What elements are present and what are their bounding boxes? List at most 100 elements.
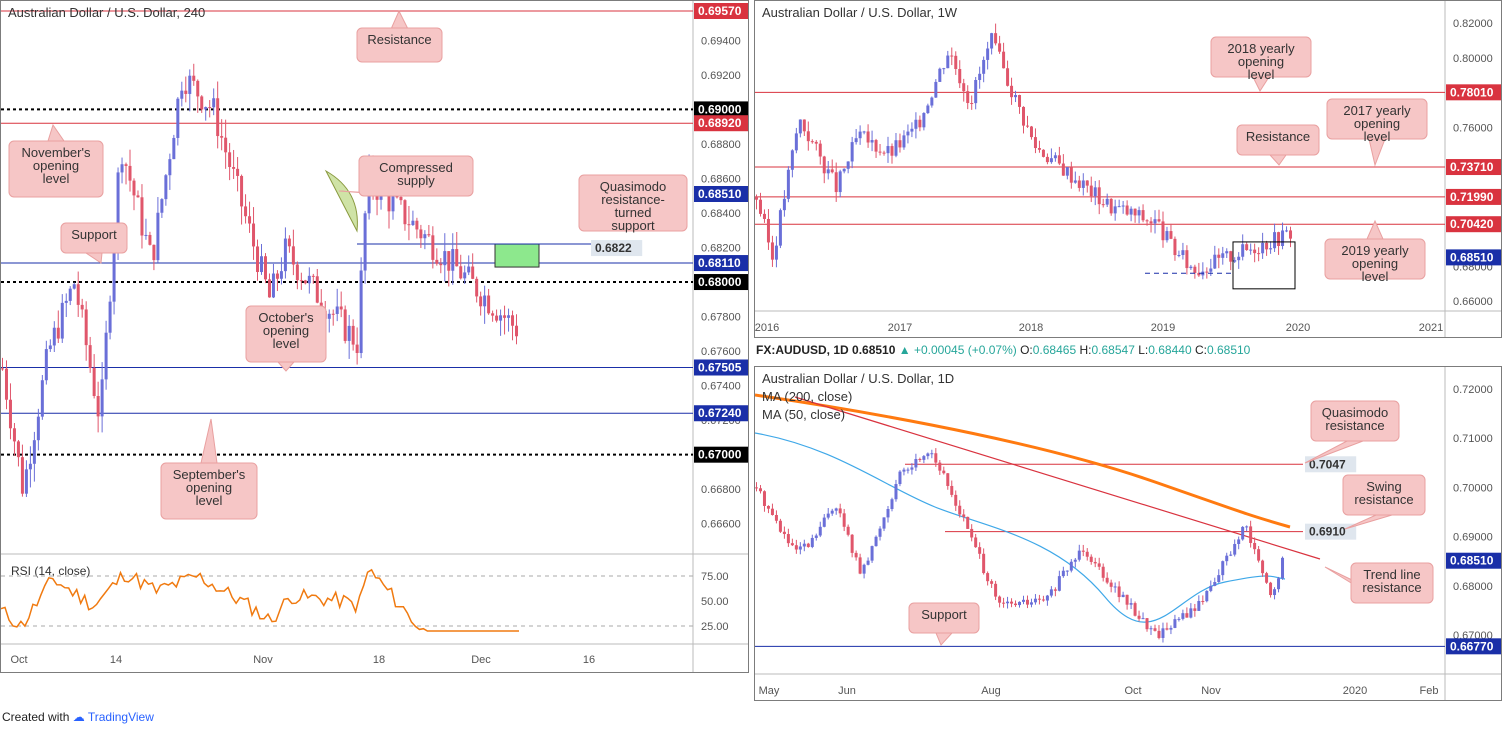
weekly-candle [834, 172, 838, 193]
weekly-candle [846, 161, 850, 169]
weekly-candle [1053, 155, 1057, 159]
chart-svg-1d[interactable]: 0.720000.710000.700000.690000.680000.670… [755, 367, 1502, 701]
time-tick-label: May [759, 685, 780, 697]
resistance-note: Resistance [1236, 124, 1320, 166]
price-candle [212, 98, 216, 108]
price-candle [144, 234, 148, 236]
daily-candle [926, 453, 930, 457]
zone-label: 0.6822 [595, 241, 632, 255]
daily-candle [1141, 618, 1145, 620]
weekly-candle [798, 119, 802, 134]
price-tick-label: 0.66000 [1453, 296, 1493, 308]
weekly-candle [1125, 205, 1129, 215]
price-candle [479, 296, 483, 307]
low-label: L: [1138, 343, 1149, 357]
weekly-candle [1197, 272, 1201, 276]
price-level-label: 0.70420 [1450, 217, 1494, 231]
weekly-candle [1157, 219, 1161, 222]
weekly-candle [1137, 210, 1141, 216]
support-note-text: Support [71, 227, 117, 242]
chart-panel-4h[interactable]: 0.69400 0.69200 0.68800 0.68600 0.68400 0.682… [0, 0, 749, 673]
chart-panel-1d[interactable]: 0.72000 0.71000 0.70000 0.69000 0.68000 0.670… [754, 366, 1502, 701]
price-level-label: 0.78010 [1450, 85, 1494, 99]
weekly-candle [1173, 238, 1177, 256]
rsi-tick-label: 25.00 [701, 621, 729, 633]
daily-candle [886, 508, 890, 518]
weekly-candle [922, 113, 926, 128]
price-candle [279, 271, 283, 279]
price-candle [491, 313, 495, 316]
price-candle [415, 220, 419, 230]
weekly-candle [1273, 232, 1277, 249]
swing-note-text: Swing [1366, 479, 1401, 494]
price-candle [395, 196, 399, 198]
weekly-candle [838, 171, 842, 193]
price-level-label: 0.67000 [698, 448, 742, 462]
weekly-candle [994, 33, 998, 44]
price-candle [419, 229, 423, 239]
chart-title-4h: Australian Dollar / U.S. Dollar, 240 [8, 5, 206, 20]
chart-panel-1w[interactable]: 0.82000 0.80000 0.76000 0.68000 0.66000 0.780… [754, 0, 1502, 338]
rsi-line [1, 568, 519, 632]
weekly-candle [1129, 208, 1133, 215]
weekly-candle [1289, 230, 1293, 239]
daily-candle [1213, 582, 1217, 586]
weekly-candle [1085, 180, 1089, 186]
september-note-text: level [196, 493, 223, 508]
price-candle [511, 315, 515, 326]
weekly-candle [942, 68, 946, 70]
weekly-candle [978, 73, 982, 80]
daily-candle [1161, 628, 1165, 638]
price-candle [499, 315, 503, 321]
rsi-tick-label: 75.00 [701, 571, 729, 583]
time-tick-label: 2016 [755, 322, 779, 334]
weekly-candle [1061, 163, 1065, 176]
quasimodo-note-text: resistance- [601, 192, 665, 207]
november-note-text: opening [33, 158, 79, 173]
price-candle [8, 399, 12, 429]
weekly-candle [1025, 125, 1029, 127]
price-candle [427, 234, 431, 236]
price-level-label: 0.68000 [698, 275, 742, 289]
time-tick-label: Nov [253, 654, 273, 666]
daily-candle [1006, 601, 1010, 604]
daily-candle [755, 487, 758, 489]
weekly-candle [1014, 95, 1018, 98]
daily-candle [1277, 578, 1281, 590]
chart-title-1d: Australian Dollar / U.S. Dollar, 1D [762, 371, 955, 386]
october-note-text: opening [263, 323, 309, 338]
september-note-text: September's [173, 467, 246, 482]
price-level-label-bg [694, 185, 748, 202]
weekly-candle [982, 59, 986, 74]
daily-candle [850, 534, 854, 553]
close-value: 0.68510 [1206, 343, 1251, 357]
price-candle [475, 278, 479, 297]
time-tick-label: 2019 [1151, 322, 1175, 334]
quasimodo-note-box [1310, 400, 1400, 442]
tradingview-logo-icon[interactable]: ☁ [72, 710, 85, 724]
quasimodo-note-text: Quasimodo [1322, 405, 1388, 420]
daily-candle [1025, 599, 1029, 605]
price-candle [44, 349, 48, 381]
daily-candle [1281, 557, 1285, 579]
daily-candle [1053, 589, 1057, 591]
weekly-candle [1241, 244, 1245, 257]
demand-zone [494, 243, 540, 268]
price-candle [224, 137, 228, 153]
weekly-candle [1177, 255, 1181, 257]
daily-candle [874, 536, 878, 547]
price-level-label: 0.68510 [1450, 554, 1494, 568]
y2018-note-text: opening [1238, 54, 1284, 69]
price-candle [40, 380, 44, 417]
price-tick-label: 0.68200 [701, 243, 741, 255]
chart-svg-1w[interactable]: 0.820000.800000.760000.680000.660000.780… [755, 1, 1502, 338]
weekly-candle [802, 119, 806, 132]
footer-brand[interactable]: TradingView [87, 710, 154, 724]
price-tick-label: 0.69400 [701, 35, 741, 47]
time-tick-label: 14 [110, 654, 122, 666]
chart-svg-4h[interactable]: 0.69400 0.69200 0.68800 0.68600 0.68400 0.682… [1, 1, 749, 673]
weekly-candle [778, 210, 782, 246]
price-candle [128, 165, 132, 181]
weekly-candle [862, 131, 866, 133]
change-value: +0.00045 (+0.07%) [913, 343, 1017, 357]
